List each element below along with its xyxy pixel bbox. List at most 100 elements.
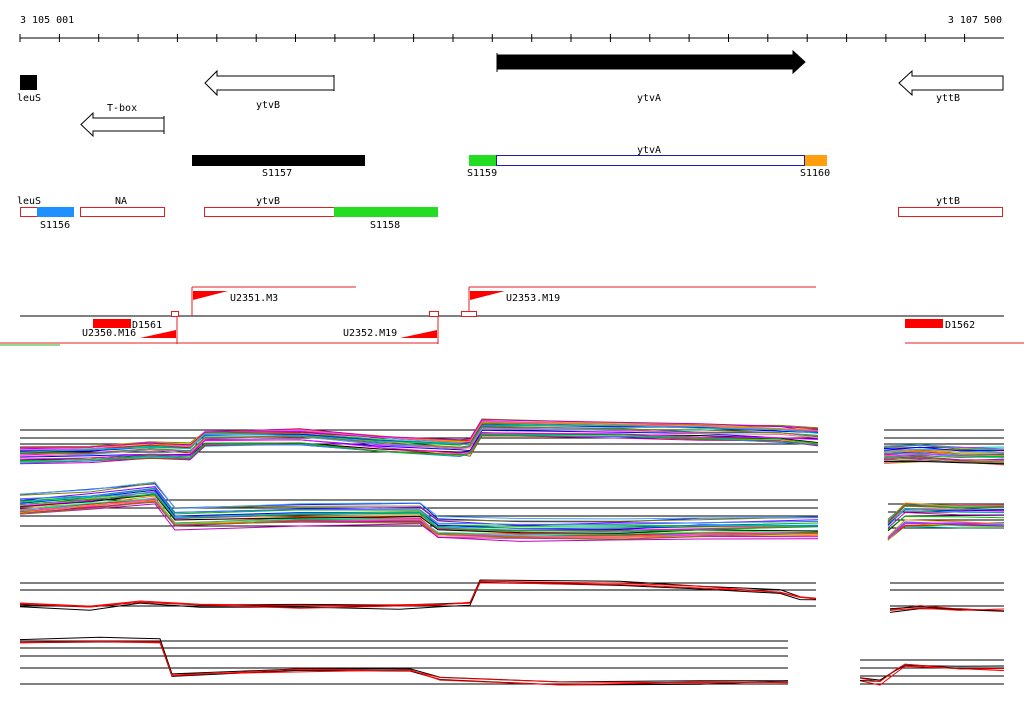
upshift-flag-U2353[interactable] (470, 291, 505, 300)
expression-panel-3 (19, 579, 1005, 613)
ruler-end-label: 3 107 500 (948, 15, 1002, 26)
expression-profile-line (19, 435, 819, 464)
expression-profile-line (19, 425, 819, 455)
gene-label-leuS: leuS (17, 93, 41, 104)
upshift-label-U2353: U2353.M19 (506, 293, 560, 304)
expression-profile-line (19, 428, 819, 457)
expression-profile-line (19, 482, 819, 522)
expression-profile-line (883, 446, 1005, 452)
gene-label-yttB: yttB (936, 93, 960, 104)
upshift-flag-U2351[interactable] (193, 291, 228, 300)
transcript-ytvB[interactable] (204, 207, 335, 217)
expression-profile-line (883, 456, 1005, 461)
expression-profile-line (883, 443, 1005, 450)
expression-profile-line (887, 519, 1005, 538)
downshift-label-D1562: D1562 (945, 320, 975, 331)
expression-profile-line (883, 455, 1005, 459)
upshift-flag-U2352[interactable] (400, 330, 437, 338)
segment-label-S1160: S1160 (800, 168, 830, 179)
expression-panel-2 (19, 481, 1005, 542)
gene-T-box-arrow[interactable] (80, 111, 165, 138)
segment-S1157[interactable] (192, 155, 365, 166)
expression-profile-line (19, 419, 819, 448)
expression-profile-line (883, 448, 1005, 454)
expression-panels (19, 418, 1005, 686)
transcript-yttB[interactable] (898, 207, 1003, 217)
expression-profile-line (883, 444, 1005, 452)
expression-profile-line (19, 433, 819, 462)
segment-ytvA[interactable] (496, 155, 805, 166)
expression-profile-line (883, 452, 1005, 457)
transcript-S1156[interactable] (37, 207, 74, 217)
expression-profile-line (19, 581, 817, 611)
expression-profile-line (19, 498, 819, 538)
expression-profile-line (887, 522, 1005, 540)
expression-profile-line (883, 456, 1005, 463)
segment-S1159[interactable] (469, 155, 496, 166)
expression-profile-line (887, 515, 1005, 530)
expression-profile-line (19, 582, 817, 609)
segment-label-ytvA: ytvA (637, 145, 661, 156)
gene-yttB-arrow[interactable] (898, 69, 1004, 97)
expression-profile-line (859, 665, 1005, 681)
expression-profile-line (19, 494, 819, 534)
gene-label-T-box: T-box (107, 103, 137, 114)
transcript-label-S1156: S1156 (40, 220, 70, 231)
upshift-label-U2352: U2352.M19 (343, 328, 397, 339)
expression-panel-1 (19, 418, 1005, 466)
expression-profile-line (19, 481, 819, 520)
expression-profile-line (887, 508, 1005, 527)
expression-profile-line (19, 421, 819, 449)
gene-leuS[interactable] (20, 75, 37, 90)
expression-profile-line (19, 641, 789, 686)
expression-profile-line (19, 636, 788, 683)
expression-profile-line (19, 486, 819, 526)
downshift-D1561[interactable] (93, 319, 131, 328)
shift-marker-U2350 (171, 311, 179, 317)
transcript-label-ytvB: ytvB (256, 196, 280, 207)
segment-track: S1157 S1159 ytvA S1160 (192, 145, 830, 179)
ruler-ticks (19, 34, 966, 42)
expression-profile-line (19, 424, 819, 453)
gene-ytvB-arrow[interactable] (204, 69, 335, 97)
expression-profile-line (19, 492, 819, 529)
segment-label-S1157: S1157 (262, 168, 292, 179)
segment-label-S1159: S1159 (467, 168, 497, 179)
expression-profile-line (889, 607, 1005, 611)
transcript-label-NA: NA (115, 196, 127, 207)
expression-profile-line (883, 450, 1005, 457)
transcript-leuS[interactable] (20, 207, 38, 217)
ruler-start-label: 3 105 001 (20, 15, 74, 26)
expression-profile-line (19, 503, 819, 542)
expression-profile-line (883, 460, 1005, 465)
gene-ytvA-arrow[interactable] (496, 49, 806, 75)
transcript-label-leuS: leuS (17, 196, 41, 207)
transcript-NA[interactable] (80, 207, 165, 217)
segment-S1160[interactable] (805, 155, 827, 166)
expression-profile-line (19, 432, 819, 460)
downshift-label-D1561: D1561 (132, 320, 162, 331)
transcript-track: leuS S1156 NA ytvB S1158 yttB (17, 196, 1003, 231)
gene-label-ytvB: ytvB (256, 100, 280, 111)
shift-track: U2351.M3 U2353.M19 D1561 U2350.M16 U2352… (0, 286, 1024, 346)
transcript-label-S1158: S1158 (370, 220, 400, 231)
gene-label-ytvA: ytvA (637, 93, 661, 104)
expression-profile-line (19, 500, 819, 540)
expression-profile-line (887, 511, 1004, 529)
downshift-D1562[interactable] (905, 319, 943, 328)
coordinate-ruler: 3 105 001 3 107 500 (19, 15, 1004, 42)
expression-panel-4 (19, 636, 1005, 686)
expression-profile-line (19, 494, 819, 533)
transcript-S1158[interactable] (334, 207, 438, 217)
upshift-flag-U2350[interactable] (140, 330, 176, 338)
shift-marker-U2353 (461, 311, 477, 317)
expression-profile-line (889, 606, 1005, 612)
expression-profile-line (19, 640, 789, 684)
expression-profile-line (19, 487, 819, 525)
shift-marker-U2352 (429, 311, 439, 317)
upshift-label-U2350: U2350.M16 (82, 328, 136, 339)
gene-track: leuS ytvB T-box ytvA yttB (17, 49, 1004, 138)
transcript-label-yttB: yttB (936, 196, 960, 207)
